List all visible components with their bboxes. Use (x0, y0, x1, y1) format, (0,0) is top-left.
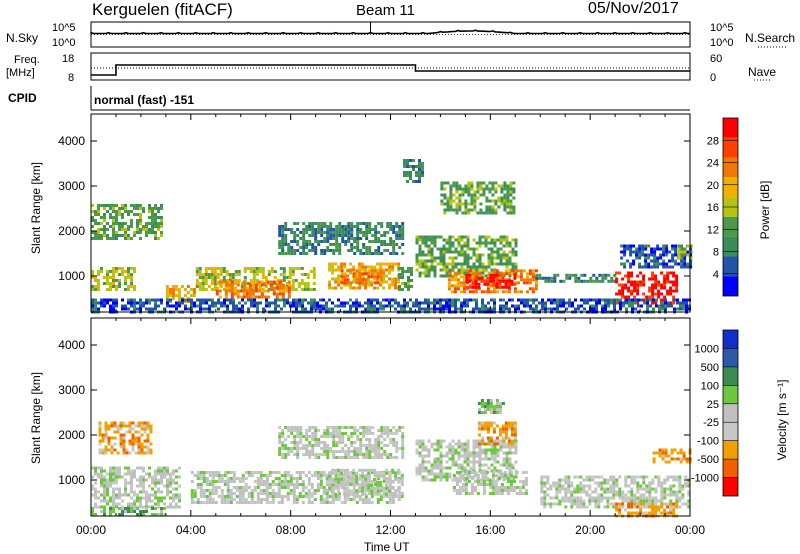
power-colorbar-label-0: 4 (713, 269, 719, 281)
time-tick-label-4: 16:00 (475, 523, 505, 537)
beam-title: Beam 11 (356, 2, 415, 19)
velocity-colorbar-frame (722, 329, 739, 497)
power-colorbar-segment-1 (723, 137, 738, 158)
nave-label: Nave (748, 65, 777, 79)
velocity-colorbar-segment-0 (723, 330, 738, 349)
nsky-panel-frame (90, 21, 691, 48)
velocity-region-8 (477, 421, 517, 446)
power-region-16 (620, 244, 693, 269)
power-region-0 (91, 204, 163, 240)
power-region-11 (403, 159, 424, 183)
power-colorbar-segment-2 (723, 157, 738, 178)
velocity-region-7 (477, 399, 505, 414)
velocity-colorbar-segment-2 (723, 366, 738, 386)
power-ytick-label-0: 1000 (58, 269, 85, 283)
time-tick-label-1: 04:00 (176, 523, 206, 537)
power-colorbar-segment-6 (723, 236, 738, 257)
velocity-colorbar-label-6: -500 (697, 454, 719, 466)
nsearch-label: N.Search (745, 31, 796, 45)
velocity-colorbar-label-0: 1000 (695, 343, 719, 355)
freq-tick-bottom: 8 (68, 72, 75, 84)
velocity-region-6 (452, 471, 528, 495)
velocity-region-12 (91, 507, 166, 516)
velocity-region-11 (652, 448, 692, 464)
velocity-region-2 (190, 471, 404, 504)
power-ytick-label-3: 4000 (58, 134, 85, 148)
velocity-ytick-label-2: 3000 (58, 383, 85, 397)
velocity-region-0 (98, 421, 153, 455)
velocity-colorbar-label-4: -25 (703, 417, 719, 429)
nave-tick-bottom: 0 (710, 72, 717, 84)
nsky-tick-bottom: 10^0 (52, 37, 76, 49)
nsearch-tick-top: 10^5 (710, 22, 734, 34)
power-colorbar-label-2: 12 (707, 224, 719, 236)
freq-line (91, 64, 690, 76)
power-colorbar-label-5: 24 (707, 158, 719, 170)
time-tick-label-6: 00:00 (675, 523, 705, 537)
power-region-4 (215, 280, 291, 299)
power-colorbar-segment-3 (723, 177, 738, 198)
freq-panel-frame (90, 52, 691, 81)
cpid-value: normal (fast) -151 (94, 93, 195, 107)
velocity-colorbar-label-1: 500 (701, 362, 719, 374)
power-region-17 (677, 244, 693, 260)
cpid-label: CPID (8, 91, 37, 105)
power-region-10 (440, 181, 516, 215)
power-ytick-label-1: 2000 (58, 224, 85, 238)
station-title: Kerguelen (fitACF) (92, 0, 233, 19)
velocity-colorbar-label-3: 25 (707, 399, 719, 411)
velocity-ytick-label-0: 1000 (58, 473, 85, 487)
power-region-8 (278, 222, 405, 255)
power-colorbar-label-6: 28 (707, 135, 719, 147)
power-colorbar-segment-8 (723, 276, 738, 296)
freq-tick-top: 18 (62, 53, 75, 65)
power-region-1 (91, 267, 136, 291)
velocity-region-1 (91, 466, 181, 509)
time-tick-label-3: 12:00 (375, 523, 405, 537)
velocity-colorbar-segment-3 (723, 385, 738, 404)
power-colorbar-segment-0 (723, 118, 738, 138)
power-colorbar-label-3: 16 (707, 202, 719, 214)
power-region-14 (535, 273, 617, 283)
nave-tick-top: 60 (710, 53, 723, 65)
time-tick-label-2: 08:00 (276, 523, 306, 537)
power-colorbar-label-4: 20 (707, 180, 719, 192)
time-tick-label-5: 20:00 (575, 523, 605, 537)
velocity-region-3 (328, 468, 401, 496)
velocity-colorbar-segment-7 (723, 459, 738, 478)
freq-label: Freq. (14, 54, 40, 66)
velocity-colorbar-label-5: -100 (697, 436, 719, 448)
nsearch-tick-bottom: 10^0 (710, 37, 734, 49)
power-colorbar-segment-7 (723, 256, 738, 277)
velocity-colorbar-segment-5 (723, 422, 738, 441)
power-colorbar-segment-5 (723, 216, 738, 237)
nsky-line (90, 29, 690, 35)
velocity-colorbar-segment-4 (723, 403, 738, 423)
nsky-tick-top: 10^5 (52, 22, 76, 34)
date-title: 05/Nov/2017 (588, 0, 679, 17)
velocity-colorbar-segment-6 (723, 440, 738, 460)
velocity-colorbar-label-2: 100 (701, 380, 719, 392)
power-colorbar-label-1: 8 (713, 247, 719, 259)
velocity-region-5 (415, 439, 518, 482)
velocity-ytick-label-3: 4000 (58, 338, 85, 352)
time-axis-label: Time UT (364, 540, 410, 554)
power-region-7 (398, 267, 413, 291)
freq-unit-label: [MHz] (6, 67, 35, 79)
time-tick-label-0: 00:00 (76, 523, 106, 537)
power-ytick-label-2: 3000 (58, 179, 85, 193)
velocity-colorbar-segment-1 (723, 348, 738, 367)
power-region-6 (340, 269, 383, 285)
velocity-colorbar-segment-8 (723, 477, 738, 496)
nsky-label: N.Sky (6, 31, 39, 45)
velocity-colorbar-label-7: -1000 (691, 473, 719, 485)
power-region-13 (465, 273, 517, 289)
velocity-ytick-label-1: 2000 (58, 428, 85, 442)
velocity-region-4 (278, 426, 405, 459)
